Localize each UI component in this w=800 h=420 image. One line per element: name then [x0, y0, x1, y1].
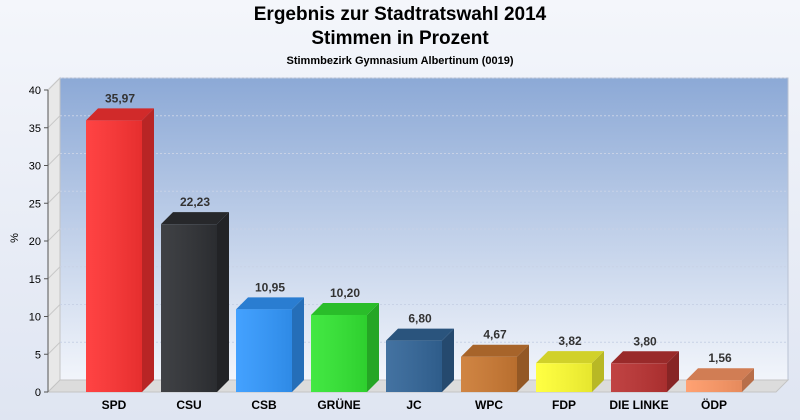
bar-side	[517, 344, 529, 392]
bar-side	[442, 328, 454, 392]
bar-shade	[236, 309, 292, 392]
bar-fdp: 3,82	[536, 334, 604, 392]
x-tick-label: DIE LINKE	[609, 398, 668, 412]
bar-value-label: 3,82	[558, 334, 582, 348]
gridline-side	[47, 153, 61, 166]
bar-shade	[386, 340, 442, 392]
y-tick-label: 40	[29, 85, 41, 97]
bar-die-linke: 3,80	[611, 334, 679, 392]
bar-shade	[461, 356, 517, 392]
bar-top	[686, 368, 754, 381]
bar-top	[536, 351, 604, 364]
bar-top	[461, 344, 529, 357]
bar-side	[217, 212, 229, 392]
bar-top	[236, 297, 304, 310]
y-tick-label: 35	[29, 123, 41, 135]
bar-value-label: 22,23	[180, 195, 210, 209]
y-tick-label: 0	[35, 387, 41, 399]
bar-value-label: 6,80	[408, 312, 432, 326]
gridline-side	[47, 115, 61, 129]
y-tick-label: 25	[29, 198, 41, 210]
bar-side	[592, 351, 604, 392]
bar-ödp: 1,56	[686, 351, 754, 392]
y-tick-label: 15	[29, 274, 41, 286]
bar-value-label: 10,95	[255, 280, 285, 294]
bar-spd: 35,97	[86, 91, 154, 392]
y-tick-label: 20	[29, 236, 41, 248]
gridline-side	[47, 228, 61, 242]
chart-district-subtitle: Stimmbezirk Gymnasium Albertinum (0019)	[286, 55, 514, 67]
y-tick-label: 30	[29, 161, 41, 173]
bar-value-label: 4,67	[483, 328, 507, 342]
gridline-side	[47, 266, 61, 280]
bar-value-label: 3,80	[633, 334, 657, 348]
bar-side	[667, 351, 679, 392]
y-tick-label: 5	[35, 349, 41, 361]
bar-csb: 10,95	[236, 280, 304, 392]
bar-value-label: 35,97	[105, 91, 135, 105]
x-tick-label: FDP	[552, 398, 576, 412]
x-tick-label: CSB	[251, 398, 277, 412]
bar-shade	[161, 224, 217, 392]
bar-csu: 22,23	[161, 195, 229, 392]
gridline-side	[47, 341, 61, 355]
bar-top	[311, 302, 379, 315]
chart-title: Ergebnis zur Stadtratswahl 2014	[253, 4, 547, 25]
x-tick-label: GRÜNE	[317, 397, 360, 412]
bar-grüne: 10,20	[311, 286, 379, 392]
bar-shade	[86, 120, 142, 392]
bar-side	[292, 297, 304, 392]
y-tick-label: 10	[29, 312, 41, 324]
bar-top	[161, 212, 229, 225]
bar-jc: 6,80	[386, 312, 454, 392]
chart-subtitle: Stimmen in Prozent	[311, 28, 489, 49]
bar-top	[86, 108, 154, 121]
bar-shade	[311, 314, 367, 392]
bar-value-label: 1,56	[708, 351, 732, 365]
bar-value-label: 10,20	[330, 286, 360, 300]
bar-side	[742, 368, 754, 392]
bar-wpc: 4,67	[461, 328, 529, 392]
y-axis-label: %	[9, 233, 21, 243]
x-tick-label: SPD	[102, 398, 127, 412]
bar-top	[611, 351, 679, 364]
bar-side	[142, 108, 154, 392]
x-tick-label: ÖDP	[701, 397, 727, 412]
gridline-side	[47, 190, 61, 204]
x-tick-label: JC	[406, 398, 422, 412]
gridline-side	[47, 77, 61, 91]
bar-top	[386, 328, 454, 341]
x-tick-label: CSU	[176, 398, 201, 412]
x-tick-label: WPC	[475, 398, 503, 412]
bar-shade	[686, 380, 742, 392]
gridline-side	[47, 304, 61, 317]
bar-shade	[611, 363, 667, 392]
bar-side	[367, 302, 379, 392]
bar-shade	[536, 363, 592, 392]
